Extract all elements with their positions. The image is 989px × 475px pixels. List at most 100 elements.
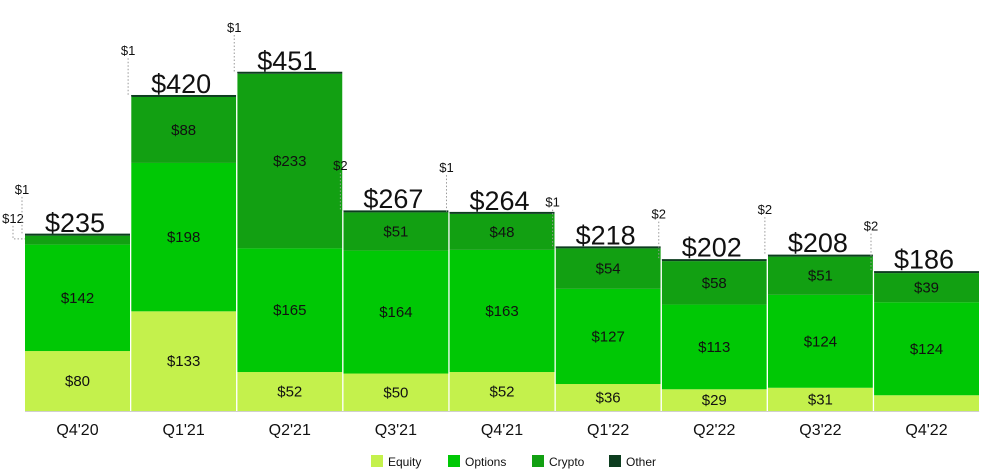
- segment-value-label: $165: [273, 302, 306, 319]
- bar-segment-crypto: [343, 212, 449, 251]
- bar-segment-equity: [131, 311, 237, 411]
- segment-value-label: $51: [808, 268, 833, 285]
- bar-total-label: $202: [682, 233, 742, 263]
- bar-total-label: $218: [576, 221, 636, 251]
- segment-value-label: $124: [910, 341, 943, 358]
- legend-label-crypto: Crypto: [549, 455, 585, 469]
- x-tick-label: Q1'21: [163, 422, 205, 439]
- bar-segment-equity: [237, 372, 343, 411]
- segment-value-label: $31: [808, 391, 833, 408]
- bar-segment-other: [237, 71, 343, 74]
- segment-value-label: $127: [591, 328, 624, 345]
- bar-segment-other: [767, 254, 873, 257]
- bar-segment-options: [555, 288, 661, 385]
- x-tick-label: Q2'21: [269, 422, 311, 439]
- other-callout-label: $1: [545, 195, 559, 210]
- other-callout-label: $2: [758, 202, 772, 217]
- bar-segment-options: [767, 294, 873, 388]
- bar-segment-options: [237, 248, 343, 373]
- segment-value-label: $58: [702, 275, 727, 292]
- bar-total-label: $264: [470, 186, 530, 216]
- bar-segment-equity: [661, 389, 767, 411]
- bar-segment-options: [343, 250, 449, 374]
- segment-value-label: $48: [489, 224, 514, 241]
- crypto-callout-leader: [12, 225, 25, 240]
- bar-total-label: $267: [363, 184, 423, 214]
- bar-segment-crypto: [767, 256, 873, 295]
- x-tick-label: Q1'22: [587, 422, 629, 439]
- other-callout-label: $1: [15, 182, 29, 197]
- x-tick-label: Q3'22: [799, 422, 841, 439]
- segment-value-label: $198: [167, 229, 200, 246]
- other-callout-label: $1: [121, 43, 135, 58]
- bar-segment-crypto: [237, 73, 343, 249]
- segment-value-label: $113: [698, 339, 730, 356]
- bar-segment-options: [661, 304, 767, 390]
- crypto-callout-label: $12: [2, 211, 24, 226]
- bar-segment-equity: [874, 395, 979, 411]
- other-callout-label: $1: [227, 20, 241, 35]
- bar-total-label: $208: [788, 228, 848, 258]
- segment-value-label: $29: [702, 392, 727, 409]
- segment-value-label: $39: [914, 280, 939, 297]
- segment-value-label: $54: [596, 261, 621, 278]
- x-tick-label: Q4'21: [481, 422, 523, 439]
- legend-label-options: Options: [465, 455, 506, 469]
- bar-segment-other: [131, 94, 237, 97]
- segment-value-label: $36: [596, 390, 621, 407]
- bar-segment-other: [555, 246, 661, 249]
- legend-label-equity: Equity: [388, 455, 421, 469]
- bar-segment-other: [661, 259, 767, 262]
- other-callout-label: $1: [439, 160, 453, 175]
- bar-segment-options: [131, 162, 237, 312]
- bar-segment-crypto: [874, 273, 979, 303]
- bar-total-label: $186: [894, 245, 954, 275]
- legend-swatch-options: [448, 455, 460, 467]
- bar-segment-crypto: [449, 213, 555, 250]
- bar-segment-equity: [767, 387, 873, 411]
- segment-value-label: $51: [383, 224, 408, 241]
- x-tick-label: Q2'22: [693, 422, 735, 439]
- bar-segment-crypto: [25, 235, 130, 245]
- segment-value-label: $163: [485, 303, 518, 320]
- bar-segment-other: [874, 271, 979, 274]
- bar-segment-equity: [555, 384, 661, 411]
- legend-swatch-equity: [371, 455, 383, 467]
- x-tick-label: Q4'20: [56, 422, 98, 439]
- segment-value-label: $52: [489, 384, 514, 401]
- bar-segment-crypto: [555, 248, 661, 289]
- other-callout-label: $2: [864, 219, 878, 234]
- bar-total-label: $420: [151, 69, 211, 99]
- other-callout-label: $2: [652, 207, 666, 222]
- bar-segment-crypto: [661, 261, 767, 305]
- bar-segment-equity: [449, 372, 555, 411]
- segment-value-label: $124: [804, 333, 837, 350]
- segment-value-label: $80: [65, 373, 90, 390]
- x-tick-label: Q4'22: [905, 422, 947, 439]
- bar-segment-options: [25, 244, 130, 352]
- segment-value-label: $164: [379, 304, 412, 321]
- legend-swatch-other: [609, 455, 621, 467]
- bar-segment-equity: [343, 373, 449, 411]
- bar-segment-other: [343, 210, 449, 213]
- legend-swatch-crypto: [532, 455, 544, 467]
- segment-value-label: $88: [171, 122, 196, 139]
- bar-total-label: $451: [257, 46, 317, 76]
- bar-segment-equity: [25, 351, 130, 411]
- segment-value-label: $233: [273, 153, 306, 170]
- bar-segment-other: [25, 233, 130, 236]
- bar-total-label: $235: [45, 208, 105, 238]
- x-tick-label: Q3'21: [375, 422, 417, 439]
- other-callout-label: $2: [333, 158, 347, 173]
- segment-value-label: $133: [167, 353, 200, 370]
- bar-segment-other: [449, 211, 555, 214]
- segment-value-label: $50: [383, 384, 408, 401]
- legend-label-other: Other: [626, 455, 656, 469]
- bar-segment-options: [449, 249, 555, 373]
- segment-value-label: $142: [61, 290, 94, 307]
- bar-segment-options: [874, 302, 979, 396]
- bar-segment-crypto: [131, 96, 237, 163]
- segment-value-label: $52: [277, 384, 302, 401]
